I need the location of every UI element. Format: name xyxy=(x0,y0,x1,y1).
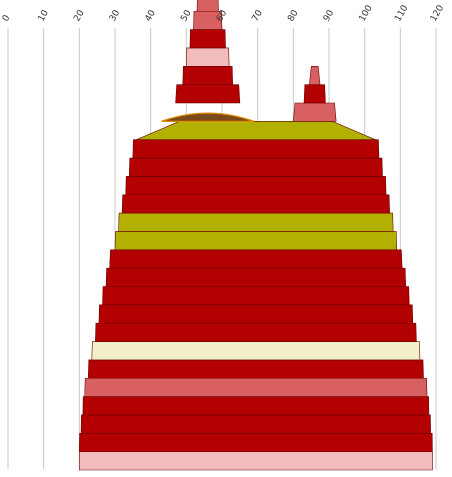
band xyxy=(87,359,424,379)
right-peak-band xyxy=(293,102,337,122)
band xyxy=(105,267,406,287)
band xyxy=(125,176,387,196)
right-peak-band xyxy=(309,66,321,85)
left-peak-band xyxy=(175,84,241,104)
band xyxy=(121,194,390,214)
tick-label-layer: 0 10 20 30 40 50 60 70 80 90 100 110 120 xyxy=(1,3,446,23)
x-tick-label: 10 xyxy=(37,8,52,23)
x-tick-label: 100 xyxy=(358,3,375,23)
band xyxy=(79,451,433,471)
band xyxy=(118,212,394,232)
left-peak-band xyxy=(182,66,234,85)
band xyxy=(114,231,398,251)
band xyxy=(84,377,428,397)
band-layer xyxy=(79,0,433,471)
x-tick-label: 20 xyxy=(72,8,87,23)
band xyxy=(98,304,414,324)
x-tick-label: 50 xyxy=(179,8,194,23)
x-tick-label: 110 xyxy=(393,3,410,23)
x-tick-label: 30 xyxy=(108,8,123,23)
left-peak-band xyxy=(196,0,219,12)
x-tick-label: 90 xyxy=(322,8,337,23)
band xyxy=(136,121,376,140)
band xyxy=(91,341,421,361)
band xyxy=(132,139,380,159)
x-tick-label: 40 xyxy=(144,8,159,23)
x-tick-label: 0 xyxy=(1,13,13,23)
band xyxy=(80,414,431,434)
left-peak-band-cap xyxy=(161,112,255,122)
band xyxy=(79,432,433,452)
x-tick-label: 120 xyxy=(429,3,446,23)
x-tick-label: 70 xyxy=(251,8,266,23)
left-peak-band xyxy=(186,47,230,67)
band xyxy=(109,249,403,269)
band xyxy=(128,157,383,177)
band xyxy=(102,286,410,306)
left-peak-band xyxy=(189,29,226,49)
left-peak-band xyxy=(193,10,223,30)
x-tick-label: 80 xyxy=(286,8,301,23)
band xyxy=(95,322,417,342)
right-peak-band xyxy=(303,84,326,104)
band xyxy=(82,396,430,416)
